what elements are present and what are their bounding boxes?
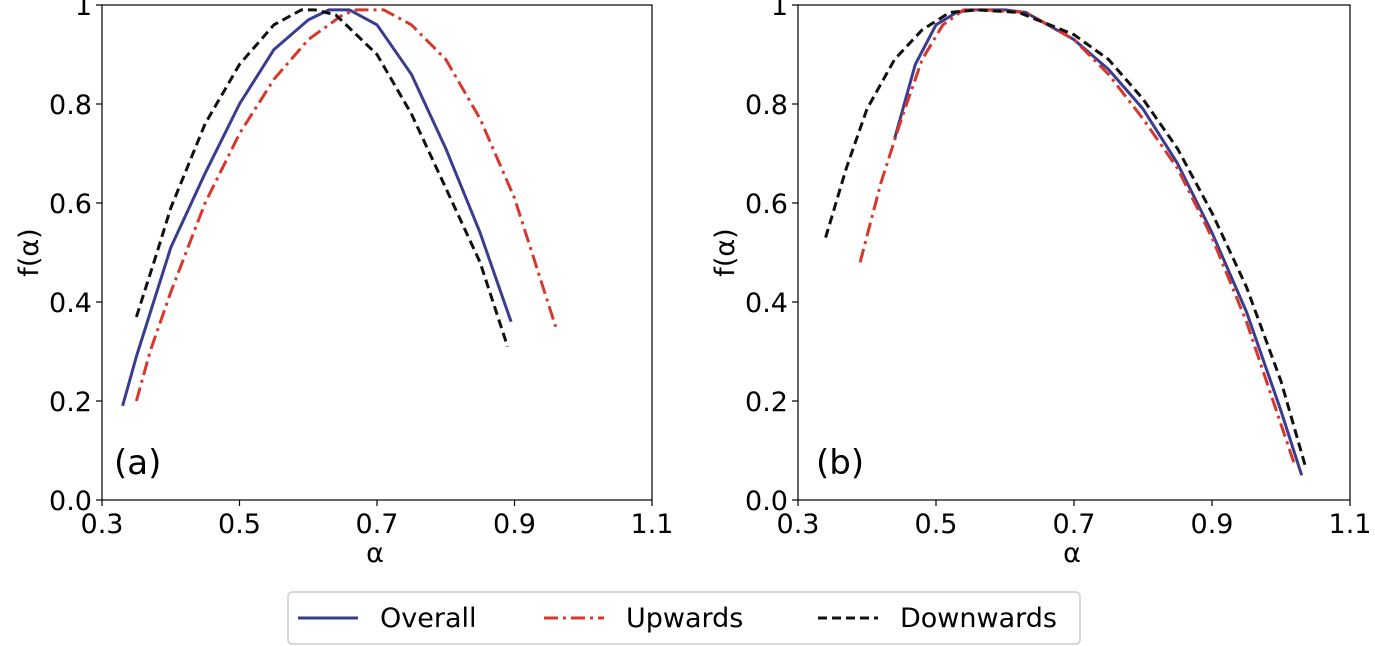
y-tick-label: 0.8	[745, 90, 788, 121]
x-tick-label: 0.3	[777, 509, 820, 540]
legend-frame	[287, 591, 1081, 645]
series-line-upwards	[858, 8, 1297, 466]
y-tick-label: 0.6	[745, 189, 788, 220]
y-tick-label: 0.0	[49, 486, 92, 517]
series-line-downwards	[134, 8, 510, 348]
y-tick-label: 0.2	[49, 387, 92, 418]
series-line-upwards	[134, 8, 558, 402]
plot-frame	[797, 4, 1351, 501]
legend-label-downwards: Downwards	[900, 603, 1057, 634]
x-tick-label: 1.1	[1329, 509, 1372, 540]
legend-label-overall: Overall	[380, 603, 477, 634]
x-tick-label: 0.7	[356, 509, 399, 540]
x-tick-label: 0.5	[218, 509, 261, 540]
x-axis-title: α	[1063, 538, 1081, 569]
y-axis-title: f(α)	[14, 228, 45, 276]
x-tick-label: 0.7	[1053, 509, 1096, 540]
legend-label-upwards: Upwards	[626, 603, 743, 634]
x-axis-title: α	[366, 538, 384, 569]
x-tick-label: 0.9	[1191, 509, 1234, 540]
y-tick-label: 1	[75, 0, 92, 22]
y-axis-title: f(α)	[710, 228, 741, 276]
chart-panels: 0.3 0.5 0.7 0.9 1.10.00.20.40.60.81αf(α)(a)0…	[14, 0, 1371, 569]
x-tick-label: 1.1	[631, 509, 674, 540]
chart-panel-a: 0.3 0.5 0.7 0.9 1.1 0.0 0.2 0.4 0.6 0.8 1 α f(α) (a)	[14, 0, 673, 569]
x-tick-label: 0.3	[81, 509, 124, 540]
panel-label: (a)	[114, 443, 161, 483]
series-line-downwards	[824, 8, 1307, 466]
y-tick-label: 0.4	[745, 288, 788, 319]
series-line-overall	[893, 8, 1304, 476]
y-tick-label: 0.4	[49, 288, 92, 319]
y-tick-label: 0.2	[745, 387, 788, 418]
y-tick-label: 0.0	[745, 486, 788, 517]
chart-panel-b: 0.3 0.5 0.7 0.9 1.1 0.0 0.2 0.4 0.6 0.8 1 α f(α) (b)	[710, 0, 1371, 569]
x-tick-label: 0.5	[915, 509, 958, 540]
y-tick-label: 1	[771, 0, 788, 22]
series-line-overall	[121, 8, 513, 407]
y-tick-label: 0.6	[49, 189, 92, 220]
legend-entries: Overall Upwards Downwards	[298, 603, 1057, 634]
panel-label: (b)	[816, 443, 864, 483]
x-tick-label: 0.9	[493, 509, 536, 540]
y-tick-label: 0.8	[49, 90, 92, 121]
legend: Overall Upwards Downwards	[287, 591, 1081, 645]
